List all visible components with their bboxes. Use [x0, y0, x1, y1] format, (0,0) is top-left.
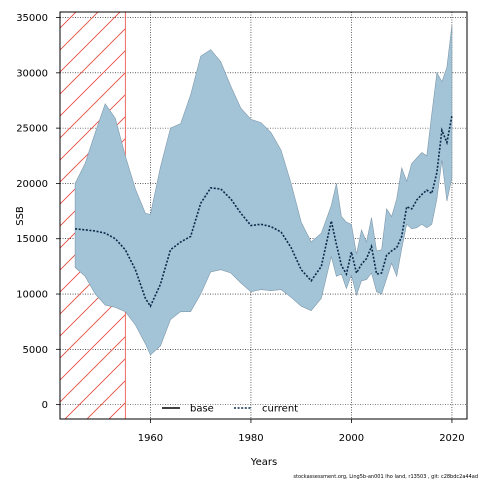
y-axis-label: SSB — [15, 206, 26, 226]
y-tick-label: 5000 — [23, 345, 48, 356]
footnote: stockassessment.org, Ling5b-an001 lho la… — [293, 474, 478, 480]
series-line-current — [75, 115, 453, 308]
plot-frame — [59, 11, 468, 420]
x-axis: 1960 1980 2000 2020 — [138, 419, 465, 444]
y-tick-label: 20000 — [16, 179, 48, 190]
x-tick-label: 2020 — [439, 433, 464, 444]
y-tick-label: 35000 — [16, 13, 48, 24]
legend-label-base: base — [190, 404, 214, 415]
legend: base current — [162, 404, 298, 415]
y-tick-label: 25000 — [16, 124, 48, 135]
y-tick-label: 10000 — [16, 290, 48, 301]
y-tick-label: 15000 — [16, 234, 48, 245]
legend-label-current: current — [262, 404, 298, 415]
confidence-band — [74, 25, 453, 356]
y-axis: 0 5000 10000 15000 20000 25000 30000 35000 — [16, 13, 60, 411]
x-tick-label: 1980 — [238, 433, 263, 444]
y-tick-label: 30000 — [16, 68, 48, 79]
y-tick-label: 0 — [42, 400, 48, 411]
x-tick-label: 1960 — [138, 433, 163, 444]
x-tick-label: 2000 — [339, 433, 364, 444]
x-axis-label: Years — [250, 457, 277, 468]
